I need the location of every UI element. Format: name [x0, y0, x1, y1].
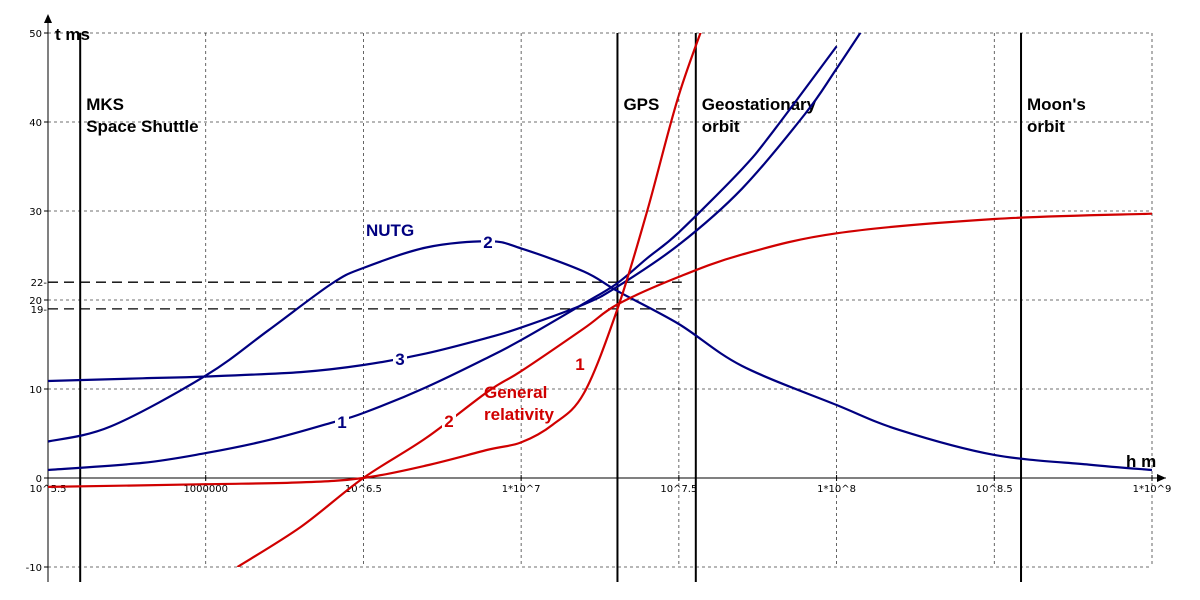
- orbit-marker-label: MKS: [86, 95, 124, 114]
- curve-number-label: 1: [575, 355, 584, 374]
- x-tick-label: 10^7.5: [660, 484, 697, 495]
- orbit-marker-label: Space Shuttle: [86, 117, 198, 136]
- x-tick-label: 1*10^8: [817, 484, 856, 495]
- x-tick-label: 10^8.5: [976, 484, 1013, 495]
- x-tick-label: 1*10^7: [502, 484, 541, 495]
- orbit-marker-label: orbit: [702, 117, 740, 136]
- y-tick-label: 40: [29, 118, 42, 129]
- nutg-curve-1: [48, 45, 838, 472]
- orbit-marker-label: orbit: [1027, 117, 1065, 136]
- curve-label-bg: [481, 233, 495, 251]
- x-axis-title: h m: [1126, 452, 1156, 471]
- curve-label-bg: [442, 412, 456, 430]
- nutg-curve-2: [48, 240, 1152, 472]
- y-tick-label: 20: [29, 296, 42, 307]
- gr-curve-1: [48, 33, 702, 488]
- nutg-curve-3: [48, 33, 862, 383]
- x-tick-label: 10^5.5: [29, 484, 66, 495]
- orbit-marker-label: GPS: [623, 95, 659, 114]
- x-tick-label: 1000000: [183, 484, 228, 495]
- y-tick-label: 10: [29, 385, 42, 396]
- x-axis-arrow: [1157, 474, 1166, 482]
- x-tick-label: 1*10^9: [1133, 484, 1172, 495]
- reference-mark-19: 19-: [31, 305, 48, 316]
- y-tick-label: 50: [29, 29, 42, 40]
- curve-number-label: 3: [395, 350, 404, 369]
- y-axis-arrow: [44, 14, 52, 23]
- gr-annotation-line1: General: [484, 383, 547, 402]
- curve-label-bg: [335, 413, 349, 431]
- gr-annotation-line2: relativity: [484, 405, 554, 424]
- y-tick-label: 30: [29, 207, 42, 218]
- nutg-annotation: NUTG: [366, 221, 414, 240]
- curve-number-label: 1: [337, 413, 346, 432]
- orbit-marker-label: Geostationary: [702, 95, 817, 114]
- curve-label-bg: [393, 350, 407, 368]
- y-axis-title: t ms: [55, 25, 90, 44]
- curve-number-label: 2: [483, 233, 492, 252]
- gr-curve-2: [236, 212, 1152, 567]
- reference-mark-22: 22-: [31, 278, 48, 289]
- curve-number-label: 2: [444, 412, 453, 431]
- x-tick-label: 10^6.5: [345, 484, 382, 495]
- y-tick-label: -10: [26, 563, 42, 574]
- curve-label-bg: [573, 355, 587, 373]
- y-tick-label: 0: [36, 474, 42, 485]
- orbit-marker-label: Moon's: [1027, 95, 1086, 114]
